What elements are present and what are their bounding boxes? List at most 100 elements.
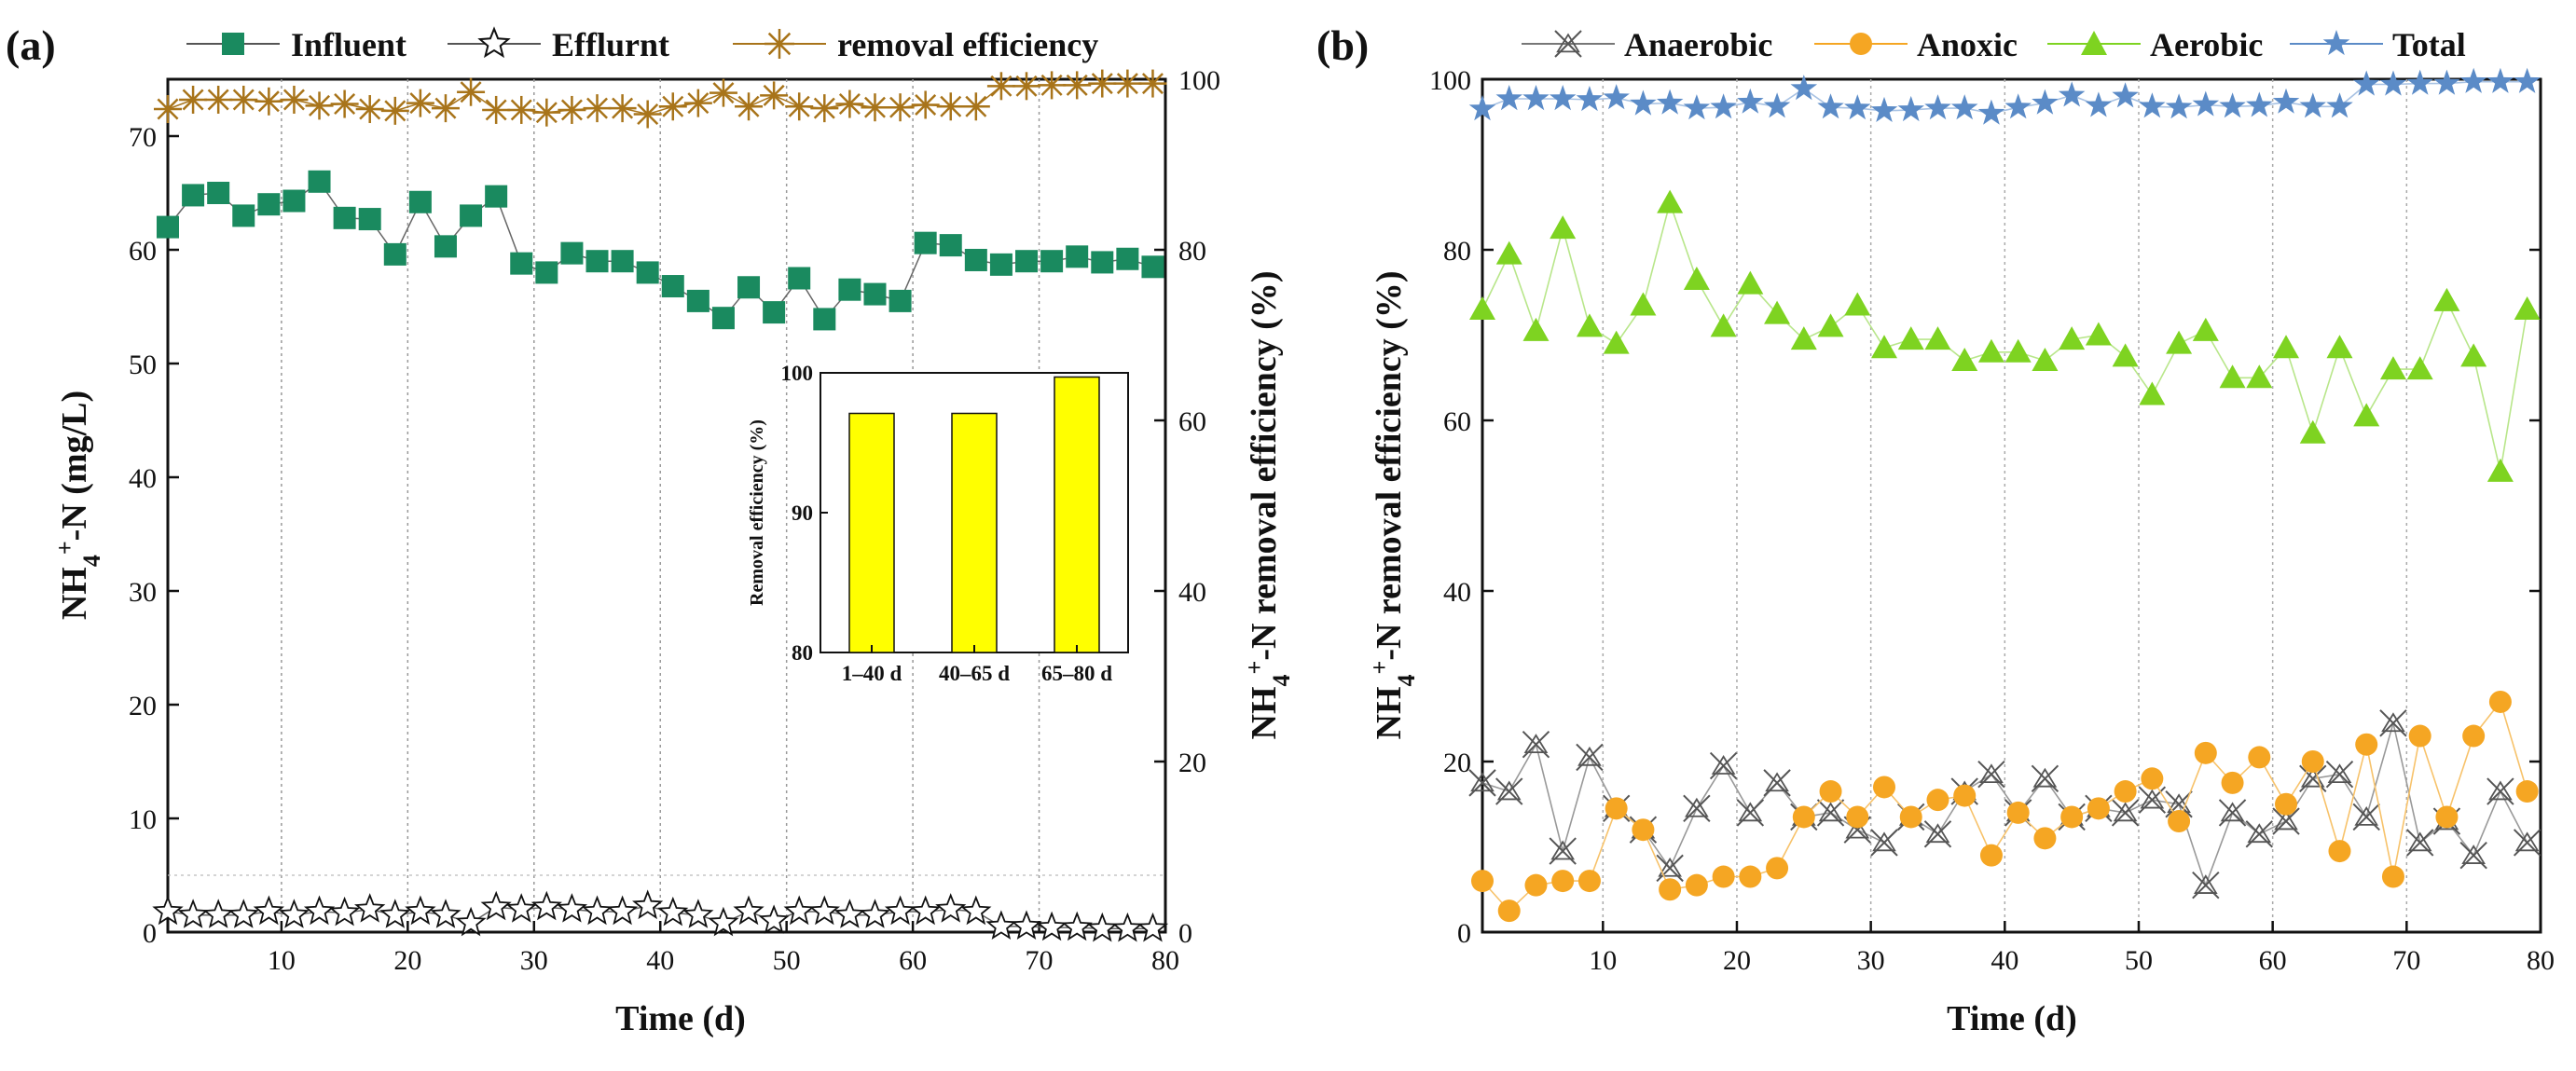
panel-b-x-axis-label: Time (d) <box>1947 999 2077 1038</box>
total-point <box>2406 69 2433 95</box>
anoxic-point <box>2515 780 2539 803</box>
efflurnt-point <box>581 895 613 926</box>
legend-total-marker <box>2322 30 2350 56</box>
removal-efficiency-point <box>835 89 864 118</box>
anoxic-line <box>1481 700 2528 913</box>
efflurnt-point <box>405 895 436 926</box>
x-tick-label: 70 <box>1026 945 1054 976</box>
panel-b-y-axis-label: NH4+-N removal efficiency (%) <box>1366 270 1420 739</box>
removal-efficiency-point <box>886 93 915 122</box>
aerobic-point <box>1817 313 1844 337</box>
panel-b-series <box>1468 67 2542 923</box>
inset-bars: 80 90 100 1–40 d 40–65 d 65–80 d <box>781 362 1113 685</box>
total-point <box>1683 94 1711 120</box>
y-tick-label: 50 <box>129 350 157 380</box>
influent-point <box>636 261 659 284</box>
total-point <box>2085 91 2113 117</box>
anoxic-point <box>1899 805 1922 829</box>
removal-efficiency-point <box>229 85 258 114</box>
panel-b-legend: Anaerobic Anoxic Aerobic Total <box>1522 26 2466 63</box>
removal-efficiency-point <box>330 89 359 118</box>
anoxic-point <box>2275 792 2298 816</box>
x-tick-label: 70 <box>2392 945 2420 976</box>
panel-a: (a) Influent Efflurnt removal efficiency… <box>6 21 1295 1038</box>
aerobic-point <box>2460 343 2487 367</box>
aerobic-point <box>1790 326 1817 350</box>
anaerobic-point <box>2405 829 2434 857</box>
total-point <box>2272 88 2300 114</box>
total-point <box>2219 92 2246 118</box>
legend-removal-efficiency-marker <box>765 29 794 59</box>
legend-influent-label: Influent <box>291 26 406 63</box>
influent-point <box>460 204 483 227</box>
efflurnt-point <box>303 895 336 926</box>
right-y-tick-label: 60 <box>1178 406 1206 437</box>
influent-point <box>838 278 861 301</box>
panel-a-x-axis-label: Time (d) <box>615 999 746 1038</box>
influent-point <box>611 250 634 273</box>
efflurnt-point <box>960 895 992 926</box>
x-tick-label: 20 <box>393 945 421 976</box>
removal-efficiency-point <box>558 95 586 124</box>
total-point <box>1603 84 1630 110</box>
efflurnt-point <box>833 899 866 928</box>
aerobic-point <box>2353 403 2380 427</box>
total-point <box>2032 89 2059 115</box>
efflurnt-point <box>530 890 562 921</box>
anoxic-point <box>2328 840 2351 863</box>
influent-point <box>863 282 887 306</box>
aerobic-line <box>1481 199 2528 473</box>
influent-point <box>763 301 786 324</box>
anoxic-point <box>2168 810 2191 833</box>
removal-efficiency-point <box>154 95 182 124</box>
anaerobic-point <box>1495 777 1523 805</box>
anoxic-point <box>1926 789 1949 812</box>
anoxic-point <box>2355 733 2378 756</box>
inset-bar <box>1054 376 1100 653</box>
anaerobic-point <box>1576 743 1604 772</box>
aerobic-point <box>1603 330 1630 354</box>
panel-a-inset-chart: 80 90 100 1–40 d 40–65 d 65–80 d Removal effi… <box>747 362 1129 685</box>
x-tick-label: 60 <box>2259 945 2287 976</box>
removal-efficiency-point <box>608 94 637 123</box>
anaerobic-point <box>1763 769 1791 797</box>
aerobic-point <box>2299 419 2326 444</box>
inset-bar <box>848 412 895 653</box>
total-point <box>2165 93 2193 119</box>
y-tick-label: 0 <box>143 918 157 949</box>
x-tick-label: 30 <box>520 945 548 976</box>
anaerobic-point <box>1977 761 2005 789</box>
total-point <box>2486 67 2514 93</box>
anaerobic-point <box>2218 799 2247 827</box>
aerobic-point <box>2059 326 2086 350</box>
aerobic-point <box>2085 322 2112 346</box>
total-point <box>2004 93 2032 119</box>
anaerobic-point <box>2352 803 2380 831</box>
anoxic-point <box>1632 818 1655 842</box>
anaerobic-point <box>2245 820 2273 848</box>
aerobic-point <box>1495 240 1522 265</box>
influent-point <box>1015 250 1039 273</box>
removal-efficiency-point <box>380 96 409 125</box>
influent-point <box>813 308 836 331</box>
legend-anoxic-label: Anoxic <box>1917 26 2018 63</box>
anaerobic-point <box>1468 769 1496 797</box>
anoxic-point <box>2194 741 2217 764</box>
aerobic-point <box>1710 313 1737 337</box>
anoxic-point <box>2408 724 2431 748</box>
efflurnt-point <box>1136 912 1169 942</box>
anaerobic-point <box>2513 829 2542 857</box>
total-point <box>1977 99 2005 125</box>
influent-point <box>737 276 761 299</box>
removal-efficiency-point <box>431 94 460 123</box>
x-tick-label: 80 <box>1151 945 1179 976</box>
total-point <box>1924 94 1951 120</box>
anoxic-point <box>1605 797 1628 820</box>
aerobic-point <box>2246 364 2273 389</box>
influent-point <box>358 208 381 231</box>
efflurnt-point <box>808 895 840 926</box>
aerobic-point <box>2273 335 2300 359</box>
anaerobic-point <box>1870 829 1898 857</box>
removal-efficiency-point <box>861 93 889 122</box>
removal-efficiency-point <box>305 91 334 120</box>
